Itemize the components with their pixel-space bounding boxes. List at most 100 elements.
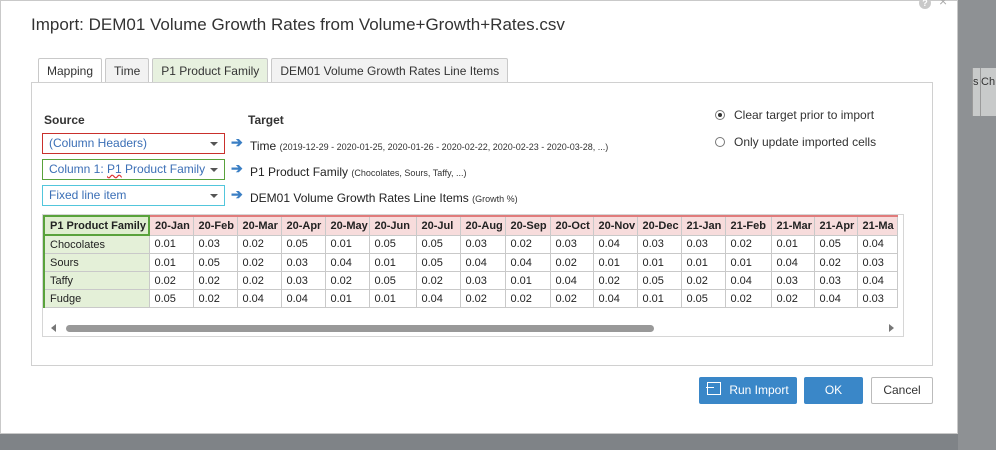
grid-cell: 0.02 [148, 271, 194, 290]
grid-cell: 0.05 [148, 289, 194, 308]
grid-column-header: 21-Apr [813, 215, 858, 236]
preview-grid[interactable]: P1 Product Family 20-Jan 20-Feb 20-Mar 20-Ap… [42, 214, 904, 337]
grid-cell: 0.03 [280, 253, 326, 272]
grid-cell: 0.01 [724, 253, 772, 272]
chevron-down-icon [210, 142, 218, 146]
grid-row-header: Sours [43, 253, 150, 272]
scrollbar-thumb[interactable] [66, 325, 654, 332]
import-icon [706, 382, 722, 395]
table-row: Taffy 0.02 0.02 0.02 0.03 0.02 0.05 0.02 0.03 0.0… [43, 271, 898, 290]
target-product-family: P1 Product Family (Chocolates, Sours, Ta… [250, 165, 466, 179]
tab-line-items[interactable]: DEM01 Volume Growth Rates Line Items [271, 58, 509, 82]
source-select-line-item[interactable]: Fixed line item [42, 185, 225, 206]
source-select-value: Fixed line item [49, 188, 127, 202]
clear-target-label[interactable]: Clear target prior to import [734, 108, 875, 122]
dialog-title: Import: DEM01 Volume Growth Rates from V… [31, 15, 565, 34]
grid-cell: 0.03 [459, 271, 506, 290]
grid-cell: 0.02 [680, 271, 726, 290]
grid-row-header: Fudge [43, 289, 150, 308]
grid-column-header: 20-Sep [504, 215, 551, 236]
table-row: Chocolates 0.01 0.03 0.02 0.05 0.01 0.05 0.05 0.… [43, 234, 898, 254]
ok-button[interactable]: OK [804, 377, 863, 404]
grid-cell: 0.04 [724, 271, 772, 290]
grid-cell: 0.02 [236, 271, 282, 290]
table-row: Sours 0.01 0.05 0.02 0.03 0.04 0.01 0.05 0.04 0.0… [43, 253, 898, 272]
grid-cell: 0.05 [368, 234, 417, 254]
clear-target-radio[interactable] [715, 110, 725, 120]
horizontal-scrollbar[interactable] [43, 320, 903, 336]
grid-cell: 0.04 [856, 271, 898, 290]
grid-corner-header: P1 Product Family [43, 215, 150, 236]
scroll-left-icon[interactable] [51, 324, 56, 332]
grid-column-header: 20-Jul [415, 215, 461, 236]
source-select-underlined: P1 [107, 162, 122, 176]
grid-cell: 0.04 [324, 253, 370, 272]
source-select-product-family[interactable]: Column 1: P1 Product Family [42, 159, 225, 180]
grid-cell: 0.01 [324, 289, 370, 308]
grid-cell: 0.04 [549, 271, 594, 290]
grid-column-header: 20-Jun [368, 215, 417, 236]
grid-column-header: 21-Jan [680, 215, 726, 236]
grid-cell: 0.01 [368, 289, 417, 308]
grid-cell: 0.01 [368, 253, 417, 272]
target-line-items: DEM01 Volume Growth Rates Line Items (Gr… [250, 191, 518, 205]
grid-cell: 0.03 [856, 253, 898, 272]
target-label: Time [250, 139, 277, 153]
close-icon[interactable]: × [939, 0, 948, 9]
tab-mapping[interactable]: Mapping [38, 58, 103, 84]
grid-cell: 0.02 [770, 289, 815, 308]
scroll-right-icon[interactable] [889, 324, 894, 332]
arrow-right-icon: ➔ [231, 186, 243, 202]
grid-cell: 0.04 [592, 234, 638, 254]
cancel-button[interactable]: Cancel [871, 377, 933, 404]
run-import-label: Run Import [729, 383, 789, 397]
grid-cell: 0.01 [504, 271, 551, 290]
grid-cell: 0.02 [459, 289, 506, 308]
target-header: Target [248, 113, 284, 127]
grid-column-header: 20-Feb [192, 215, 238, 236]
grid-column-header: 20-Aug [459, 215, 506, 236]
grid-cell: 0.02 [813, 253, 858, 272]
grid-cell: 0.02 [324, 271, 370, 290]
grid-cell: 0.03 [680, 234, 726, 254]
grid-column-header: 20-Jan [148, 215, 194, 236]
grid-cell: 0.05 [415, 234, 461, 254]
tab-product-family[interactable]: P1 Product Family [152, 58, 269, 82]
grid-cell: 0.03 [813, 271, 858, 290]
grid-cell: 0.01 [324, 234, 370, 254]
help-icon[interactable]: ? [919, 0, 931, 9]
target-detail: (Chocolates, Sours, Taffy, ...) [351, 168, 467, 178]
source-select-suffix: Product Family [121, 162, 206, 176]
grid-cell: 0.04 [592, 289, 638, 308]
grid-cell: 0.04 [856, 234, 898, 254]
arrow-right-icon: ➔ [231, 134, 243, 150]
only-update-label[interactable]: Only update imported cells [734, 135, 877, 149]
grid-cell: 0.05 [415, 253, 461, 272]
source-select-value: (Column Headers) [49, 136, 148, 150]
grid-cell: 0.02 [415, 271, 461, 290]
grid-cell: 0.02 [236, 234, 282, 254]
run-import-button[interactable]: Run Import [699, 377, 797, 404]
grid-cell: 0.05 [192, 253, 238, 272]
grid-column-header: 20-Oct [549, 215, 594, 236]
grid-cell: 0.02 [504, 234, 551, 254]
grid-cell: 0.04 [459, 253, 506, 272]
grid-cell: 0.02 [549, 253, 594, 272]
target-label: P1 Product Family [250, 165, 349, 179]
grid-column-header: 21-Feb [724, 215, 772, 236]
only-update-radio[interactable] [715, 137, 725, 147]
background-column-header: Ch [980, 68, 996, 116]
grid-cell: 0.03 [459, 234, 506, 254]
grid-cell: 0.05 [280, 234, 326, 254]
grid-cell: 0.05 [636, 271, 682, 290]
target-detail: (Growth %) [472, 194, 518, 204]
table-row: Fudge 0.05 0.02 0.04 0.04 0.01 0.01 0.04 0.02 0.0… [43, 289, 898, 308]
grid-cell: 0.04 [504, 253, 551, 272]
grid-column-header: 20-Nov [592, 215, 638, 236]
chevron-down-icon [210, 194, 218, 198]
source-select-column-headers[interactable]: (Column Headers) [42, 133, 225, 154]
tab-time[interactable]: Time [105, 58, 150, 82]
grid-column-header: 21-Mar [770, 215, 815, 236]
grid-column-header: 20-Dec [636, 215, 682, 236]
grid-cell: 0.02 [236, 253, 282, 272]
